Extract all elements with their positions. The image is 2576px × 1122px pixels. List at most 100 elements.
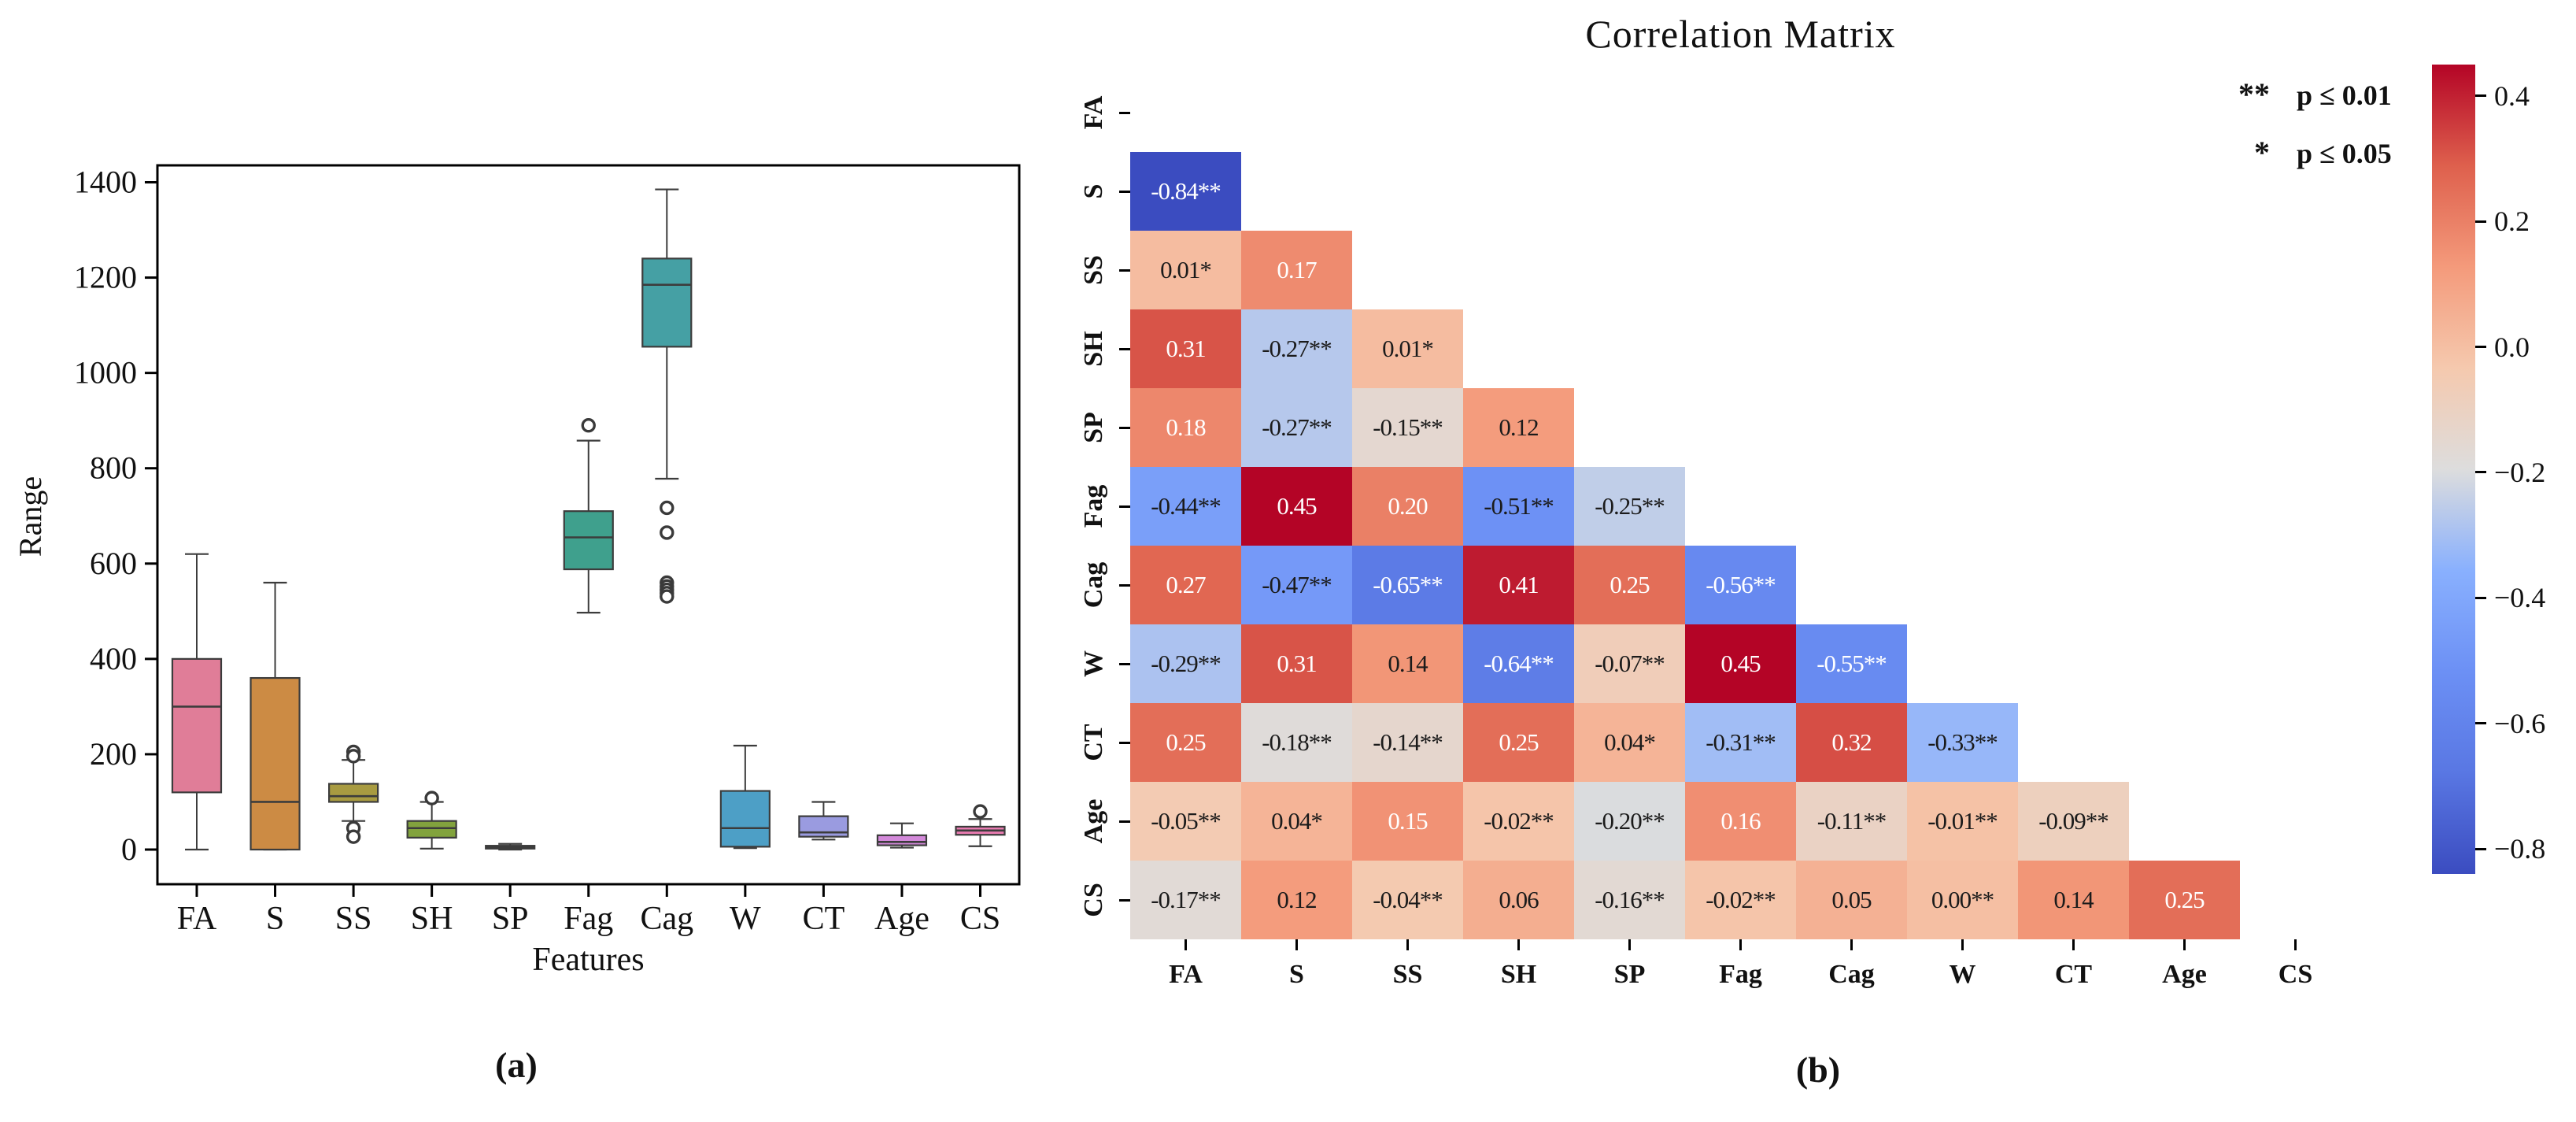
x-tick-label: Cag <box>640 901 693 937</box>
heatmap-cell: 0.12 <box>1463 388 1574 467</box>
outlier-point <box>660 589 674 604</box>
legend-significance-symbol: * <box>2254 135 2270 170</box>
heatmap-col-label: SS <box>1392 960 1423 989</box>
heatmap-col-label: W <box>1949 960 1976 989</box>
x-tick-label: Age <box>874 901 930 937</box>
x-tick-label: CS <box>960 901 1000 937</box>
y-axis-label: Range <box>13 476 48 557</box>
outlier-point <box>660 500 674 516</box>
heatmap-cell: 0.01* <box>1352 309 1463 388</box>
heatmap-row-label: CS <box>1079 883 1108 917</box>
heatmap-cell: -0.64** <box>1463 624 1574 703</box>
heatmap-cell: -0.44** <box>1130 467 1241 546</box>
heatmap-cell: -0.29** <box>1130 624 1241 703</box>
outlier-point <box>346 749 361 764</box>
heatmap-cell: -0.51** <box>1463 467 1574 546</box>
heatmap-cell: 0.14 <box>1352 624 1463 703</box>
heatmap-row-label: CT <box>1079 724 1108 761</box>
colorbar-tick-label: 0.4 <box>2494 80 2530 112</box>
heatmap-col-tick <box>2294 939 2297 950</box>
heatmap-cell: -0.16** <box>1574 861 1685 939</box>
heatmap-row-tick <box>1119 898 1130 902</box>
heatmap-cell: 0.25 <box>1130 703 1241 782</box>
x-tick-label: Fag <box>564 901 613 937</box>
heatmap-row-label: W <box>1079 650 1108 677</box>
heatmap-row-label: SH <box>1079 331 1108 367</box>
heatmap-row-tick <box>1119 820 1130 823</box>
heatmap-cell: 0.16 <box>1685 782 1796 861</box>
heatmap-cell: 0.41 <box>1463 546 1574 624</box>
heatmap-cell: -0.09** <box>2018 782 2129 861</box>
outlier-point <box>581 418 596 433</box>
heatmap-col-tick <box>1295 939 1298 950</box>
heatmap-cell: -0.27** <box>1241 309 1352 388</box>
heatmap-cell: -0.31** <box>1685 703 1796 782</box>
colorbar-tick-label: −0.6 <box>2494 707 2546 739</box>
box <box>563 510 614 571</box>
outlier-point <box>346 829 361 844</box>
heatmap-row-tick <box>1119 426 1130 429</box>
heatmap-cell: 0.17 <box>1241 231 1352 309</box>
heatmap-col-label: CS <box>2278 960 2313 989</box>
colorbar-tick <box>2475 596 2486 599</box>
heatmap-cell: -0.02** <box>1463 782 1574 861</box>
heatmap-cell: -0.84** <box>1130 152 1241 231</box>
box <box>328 783 379 803</box>
heatmap-cell: 0.25 <box>1463 703 1574 782</box>
heatmap-col-label: FA <box>1169 960 1203 989</box>
heatmap-row-tick <box>1119 583 1130 587</box>
x-tick-label: CT <box>803 901 845 937</box>
heatmap-cell: -0.47** <box>1241 546 1352 624</box>
colorbar-tick <box>2475 471 2486 474</box>
y-tick-label: 200 <box>90 736 137 772</box>
heatmap-cell: -0.14** <box>1352 703 1463 782</box>
y-tick-label: 800 <box>90 450 137 486</box>
heatmap-row-label: FA <box>1079 95 1108 130</box>
y-tick-label: 0 <box>121 831 137 867</box>
heatmap-cell: 0.27 <box>1130 546 1241 624</box>
heatmap-title: Correlation Matrix <box>1585 12 1896 56</box>
heatmap-cell: 0.20 <box>1352 467 1463 546</box>
heatmap-col-tick <box>1406 939 1409 950</box>
heatmap-row-tick <box>1119 347 1130 350</box>
colorbar-tick <box>2475 722 2486 725</box>
heatmap-cell: 0.15 <box>1352 782 1463 861</box>
heatmap-row-tick <box>1119 111 1130 114</box>
legend-significance-label: p ≤ 0.05 <box>2297 138 2392 169</box>
heatmap-col-tick <box>1628 939 1631 950</box>
heatmap-col-tick <box>1961 939 1964 950</box>
heatmap-cell: 0.00** <box>1907 861 2018 939</box>
heatmap-row-tick <box>1119 741 1130 744</box>
heatmap-cell: 0.25 <box>1574 546 1685 624</box>
heatmap-cell: -0.18** <box>1241 703 1352 782</box>
caption-a: (a) <box>495 1045 538 1085</box>
heatmap-cell: 0.45 <box>1241 467 1352 546</box>
heatmap-col-label: Fag <box>1719 960 1762 989</box>
box <box>171 657 223 794</box>
heatmap-col-label: Age <box>2162 960 2207 989</box>
heatmap-row-label: Fag <box>1079 484 1108 528</box>
heatmap-cell: 0.31 <box>1241 624 1352 703</box>
heatmap-cell: -0.17** <box>1130 861 1241 939</box>
heatmap-col-label: SP <box>1613 960 1646 989</box>
heatmap-cell: -0.01** <box>1907 782 2018 861</box>
heatmap-row-tick <box>1119 268 1130 272</box>
y-tick-label: 400 <box>90 641 137 676</box>
outlier-point <box>660 525 674 540</box>
heatmap-col-tick <box>1739 939 1742 950</box>
x-axis-label: Features <box>532 942 644 978</box>
box <box>406 820 457 839</box>
colorbar-tick <box>2475 220 2486 223</box>
heatmap-cell: 0.18 <box>1130 388 1241 467</box>
heatmap-col-label: S <box>1289 960 1304 989</box>
colorbar-tick <box>2475 847 2486 850</box>
heatmap-cell: -0.02** <box>1685 861 1796 939</box>
heatmap-cell: -0.56** <box>1685 546 1796 624</box>
heatmap-col-label: Cag <box>1828 960 1875 989</box>
y-tick-label: 1000 <box>74 355 137 391</box>
heatmap-cell: -0.25** <box>1574 467 1685 546</box>
heatmap-col-tick <box>2183 939 2186 950</box>
heatmap-col-label: SH <box>1500 960 1537 989</box>
